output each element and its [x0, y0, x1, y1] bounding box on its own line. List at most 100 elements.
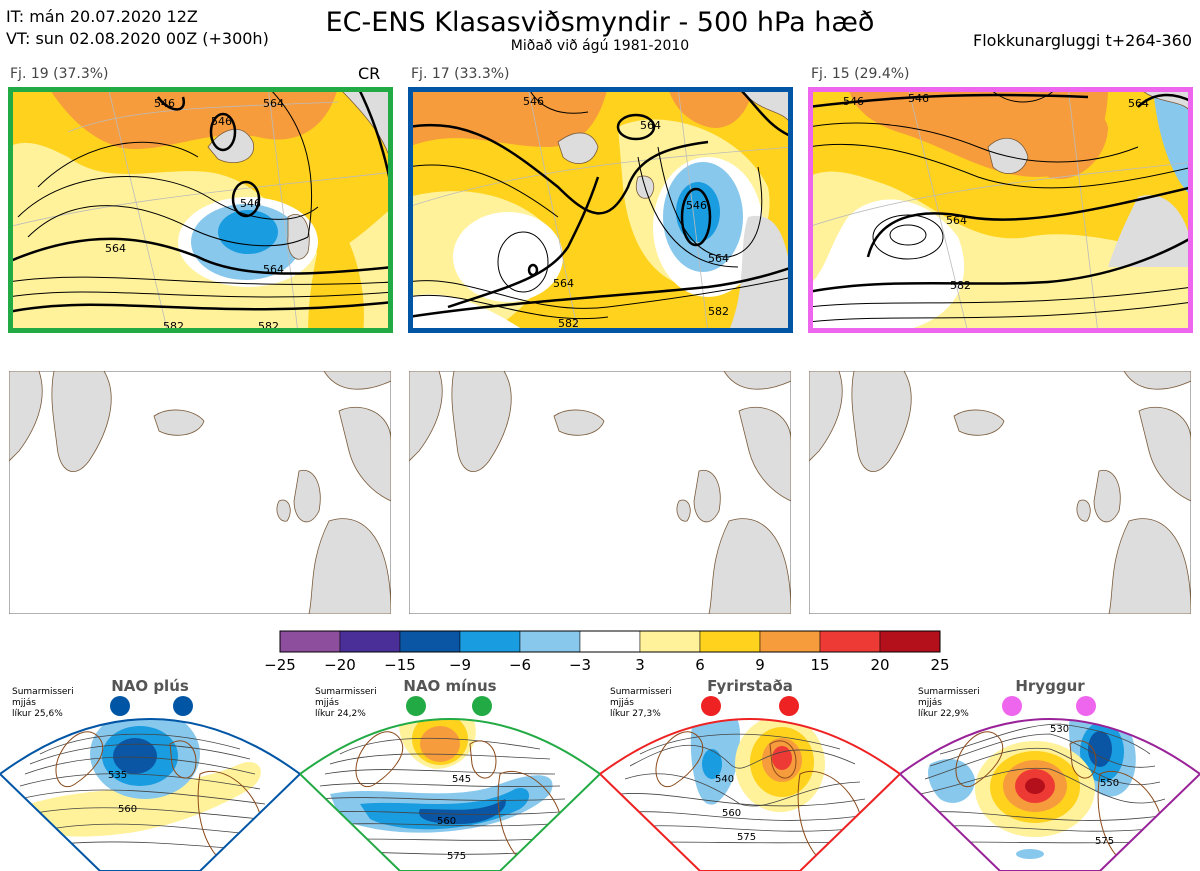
cluster-3-contour-label: 564 [1128, 97, 1149, 110]
regime-map-nao-plus: 535 560 [0, 696, 300, 871]
colorbar-cell [699, 630, 761, 653]
colorbar-tick-label: 3 [635, 656, 645, 674]
regime-contour-label: 575 [737, 832, 756, 843]
regime-marker [472, 696, 492, 716]
regime-season: Sumarmisseri [12, 687, 74, 697]
colorbar-tick-label: 15 [810, 656, 829, 674]
regime-title: Hryggur [1015, 677, 1085, 695]
colorbar-cell [459, 630, 521, 653]
cluster-2-contour-label: 564 [708, 252, 729, 265]
regime-contour-label: 560 [722, 808, 741, 819]
cluster-map-1: 546 546 546 564 564 582 582 564 [8, 87, 393, 333]
colorbar-cell [339, 630, 401, 653]
page-title: EC-ENS Klasasviðsmyndir - 500 hPa hæð [325, 7, 875, 38]
regime-panel-ridge: Sumarmisseri mjjás líkur 22,9% Hryggur [900, 674, 1200, 871]
colorbar-cell [279, 630, 341, 653]
cluster-2-contour-label: 564 [640, 119, 661, 132]
regime-contour-label: 560 [437, 816, 456, 827]
regime-panel-blocking: Sumarmisseri mjjás líkur 27,3% Fyrirstað… [600, 674, 900, 871]
colorbar-cell [759, 630, 821, 653]
cluster-3-contour-label: 564 [946, 214, 967, 227]
colorbar: −25 −20 −15 −9 −6 −3 3 6 9 15 20 25 [264, 630, 950, 674]
regime-season: Sumarmisseri [610, 687, 672, 697]
cluster-3-contour-label: 582 [950, 279, 971, 292]
regime-contour-label: 575 [1095, 836, 1114, 847]
regime-season: Sumarmisseri [315, 687, 377, 697]
regime-months: mjjás [918, 698, 942, 708]
cluster-3-label: Fj. 15 (29.4%) [811, 66, 910, 82]
regime-months: mjjás [315, 698, 339, 708]
empty-map-2 [409, 371, 791, 614]
regime-marker [406, 696, 426, 716]
cluster-2-contour-label: 582 [558, 317, 579, 330]
cluster-2-contour-label: 546 [523, 95, 544, 108]
colorbar-tick-label: −9 [449, 656, 471, 674]
cluster-2-frame [408, 87, 793, 333]
regime-probability: líkur 22,9% [918, 709, 969, 719]
cluster-1-frame [8, 87, 393, 333]
colorbar-tick-label: 6 [695, 656, 705, 674]
cluster-1-contour-label: 564 [105, 242, 126, 255]
regime-marker [701, 696, 721, 716]
colorbar-cell [579, 630, 641, 653]
colorbar-tick-label: −15 [384, 656, 416, 674]
cluster-2-contour-label: 546 [686, 199, 707, 212]
cluster-1-contour-label: 564 [263, 263, 284, 276]
cluster-2-contour-label: 582 [708, 305, 729, 318]
regime-probability: líkur 27,3% [610, 709, 661, 719]
colorbar-cell [639, 630, 701, 653]
colorbar-tick-label: −20 [324, 656, 356, 674]
cluster-1-contour-label: 546 [154, 97, 175, 110]
regime-map-blocking: 540 560 575 [600, 696, 900, 871]
colorbar-tick-label: 9 [755, 656, 765, 674]
cluster-1-contour-label: 546 [240, 197, 261, 210]
colorbar-tick-label: −6 [509, 656, 531, 674]
colorbar-tick-label: −25 [264, 656, 296, 674]
regime-contour-label: 530 [1050, 724, 1069, 735]
colorbar-tick-label: 20 [870, 656, 889, 674]
colorbar-tick-label: 25 [930, 656, 949, 674]
regime-map-ridge: 530 550 575 [900, 696, 1200, 871]
cluster-3-contour-label: 546 [908, 92, 929, 105]
regime-contour-label: 535 [108, 770, 127, 781]
cluster-1-contour-label: 564 [263, 97, 284, 110]
empty-map-1 [9, 371, 391, 614]
colorbar-tick-label: −3 [569, 656, 591, 674]
regime-marker [110, 696, 130, 716]
regime-title: NAO plús [111, 677, 189, 695]
regime-map-nao-minus: 545 560 575 [300, 696, 600, 871]
regime-marker [1002, 696, 1022, 716]
cluster-1-flag: CR [358, 64, 381, 83]
cluster-3-frame [808, 87, 1193, 333]
regime-months: mjjás [610, 698, 634, 708]
regime-probability: líkur 24,2% [315, 709, 366, 719]
regime-contour-label: 540 [715, 774, 734, 785]
regime-title: NAO mínus [403, 677, 497, 695]
cluster-2-label: Fj. 17 (33.3%) [411, 66, 510, 82]
regime-title: Fyrirstaða [707, 677, 793, 695]
regime-contour-label: 545 [452, 774, 471, 785]
cluster-map-2: 546 564 564 582 582 546 564 [408, 87, 793, 333]
regime-marker [779, 696, 799, 716]
regime-months: mjjás [12, 698, 36, 708]
cluster-2-contour-label: 564 [553, 277, 574, 290]
empty-map-3 [809, 371, 1191, 614]
regime-marker [1076, 696, 1096, 716]
cluster-1-label: Fj. 19 (37.3%) [10, 66, 109, 82]
regime-panels: Sumarmisseri mjjás líkur 25,6% NAO plús … [0, 674, 1200, 871]
initial-time: IT: mán 20.07.2020 12Z [6, 7, 198, 26]
regime-contour-label: 575 [447, 851, 466, 862]
cluster-1-contour-label: 546 [211, 115, 232, 128]
regime-contour-label: 550 [1100, 778, 1119, 789]
classification-window: Flokkunargluggi t+264-360 [973, 31, 1192, 50]
regime-probability: líkur 25,6% [12, 709, 63, 719]
colorbar-cell [519, 630, 581, 653]
colorbar-cell [399, 630, 461, 653]
regime-season: Sumarmisseri [918, 687, 980, 697]
page-subtitle: Miðað við ágú 1981-2010 [510, 38, 690, 54]
cluster-map-3: 546 546 564 582 564 [808, 87, 1193, 333]
colorbar-cell [819, 630, 881, 653]
regime-panel-nao-plus: Sumarmisseri mjjás líkur 25,6% NAO plús [0, 674, 300, 871]
regime-contour-label: 560 [118, 804, 137, 815]
regime-panel-nao-minus: Sumarmisseri mjjás líkur 24,2% NAO mínus [300, 674, 600, 871]
